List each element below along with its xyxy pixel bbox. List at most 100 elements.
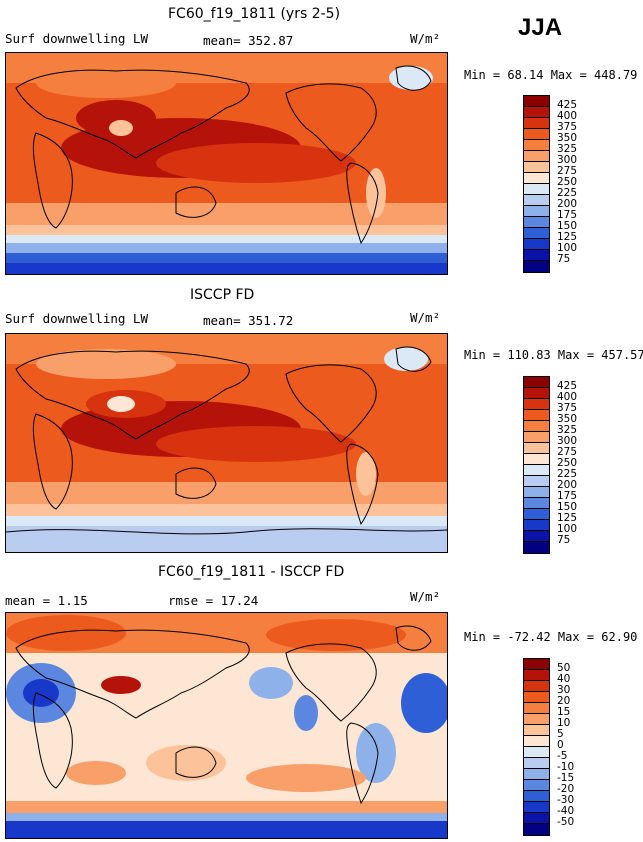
colorbar-swatch (524, 410, 549, 421)
colorbar-tick: 150 (557, 220, 578, 232)
units-label: W/m² (410, 310, 441, 325)
map-difference-field (6, 613, 447, 838)
colorbar-tick: 275 (557, 446, 578, 458)
colorbar-swatch (524, 173, 549, 184)
colorbar-swatch (524, 377, 549, 388)
colorbar-swatch (524, 476, 549, 487)
colorbar-swatch (524, 388, 549, 399)
colorbar-swatch (524, 96, 549, 107)
colorbar-swatch (524, 520, 549, 531)
panel-title: FC60_f19_1811 (yrs 2-5) (168, 6, 341, 22)
colorbar-swatch (524, 780, 549, 791)
colorbar-tick: 225 (557, 468, 578, 480)
minmax-label: Min = -72.42 Max = 62.90 (464, 630, 638, 644)
colorbar-tick: 40 (557, 673, 571, 685)
colorbar-tick: 400 (557, 391, 578, 403)
colorbar-swatch (524, 250, 549, 261)
colorbar-swatch (524, 531, 549, 542)
colorbar-tick: -40 (557, 805, 575, 817)
mean-label: mean= 351.72 (203, 313, 294, 328)
colorbar-swatch (524, 692, 549, 703)
colorbar-swatch (524, 498, 549, 509)
colorbar-tick: 300 (557, 154, 578, 166)
colorbar-tick: 100 (557, 242, 578, 254)
colorbar-swatch (524, 813, 549, 824)
colorbar-tick: 225 (557, 187, 578, 199)
colorbar-swatch (524, 195, 549, 206)
colorbar-swatch (524, 399, 549, 410)
colorbar-tick: 350 (557, 413, 578, 425)
colorbar-tick: -15 (557, 772, 575, 784)
colorbar-swatch (524, 802, 549, 813)
colorbar-tick: 30 (557, 684, 571, 696)
colorbar-swatch (524, 217, 549, 228)
colorbar-swatch (524, 659, 549, 670)
units-label: W/m² (410, 31, 441, 46)
colorbar-tick: 350 (557, 132, 578, 144)
colorbar-swatch (524, 714, 549, 725)
colorbar-swatch (524, 118, 549, 129)
coastlines (6, 346, 447, 535)
colorbar-tick: 75 (557, 253, 571, 265)
map-model (5, 52, 448, 275)
colorbar-swatch (524, 670, 549, 681)
colorbar-swatch (524, 162, 549, 173)
panel-title: FC60_f19_1811 - ISCCP FD (158, 564, 345, 580)
colorbar-swatch (524, 758, 549, 769)
colorbar-swatch (524, 769, 549, 780)
variable-label: Surf downwelling LW (5, 311, 148, 326)
coastlines (15, 65, 432, 245)
colorbar-tick: 10 (557, 717, 571, 729)
colorbar-tick: 250 (557, 457, 578, 469)
colorbar-tick: 325 (557, 424, 578, 436)
colorbar-tick: 15 (557, 706, 571, 718)
colorbar-tick: 425 (557, 99, 578, 111)
colorbar-swatch (524, 791, 549, 802)
colorbar-tick: 150 (557, 501, 578, 513)
colorbar-tick: 5 (557, 728, 564, 740)
colorbar-tick: 400 (557, 110, 578, 122)
variable-label: Surf downwelling LW (5, 31, 148, 46)
map-model-field (6, 53, 447, 274)
colorbar-tick: -50 (557, 816, 575, 828)
colorbar (523, 95, 550, 273)
colorbar-tick: 200 (557, 479, 578, 491)
colorbar-swatch (524, 261, 549, 272)
colorbar-swatch (524, 542, 549, 553)
colorbar (523, 376, 550, 554)
colorbar-swatch (524, 736, 549, 747)
colorbar-tick: 100 (557, 523, 578, 535)
colorbar-swatch (524, 432, 549, 443)
colorbar (523, 658, 550, 836)
colorbar-tick: 300 (557, 435, 578, 447)
coastlines (15, 625, 432, 805)
colorbar-swatch (524, 509, 549, 520)
colorbar-swatch (524, 465, 549, 476)
colorbar-tick: 200 (557, 198, 578, 210)
colorbar-tick: 375 (557, 121, 578, 133)
colorbar-tick: 125 (557, 512, 578, 524)
colorbar-swatch (524, 184, 549, 195)
units-label: W/m² (410, 589, 441, 604)
colorbar-tick: 175 (557, 209, 578, 221)
colorbar-swatch (524, 747, 549, 758)
colorbar-tick: 250 (557, 176, 578, 188)
colorbar-swatch (524, 421, 549, 432)
colorbar-tick: 275 (557, 165, 578, 177)
colorbar-swatch (524, 487, 549, 498)
colorbar-tick: 75 (557, 534, 571, 546)
colorbar-swatch (524, 140, 549, 151)
map-observation (5, 333, 448, 553)
colorbar-swatch (524, 107, 549, 118)
colorbar-swatch (524, 454, 549, 465)
colorbar-swatch (524, 681, 549, 692)
mean-label: mean= 352.87 (203, 33, 294, 48)
colorbar-tick: 50 (557, 662, 571, 674)
minmax-label: Min = 110.83 Max = 457.57 (464, 348, 643, 362)
colorbar-swatch (524, 443, 549, 454)
rmse-label: rmse = 17.24 (168, 593, 259, 608)
colorbar-swatch (524, 824, 549, 835)
colorbar-tick: -5 (557, 750, 568, 762)
colorbar-tick: -30 (557, 794, 575, 806)
colorbar-swatch (524, 239, 549, 250)
